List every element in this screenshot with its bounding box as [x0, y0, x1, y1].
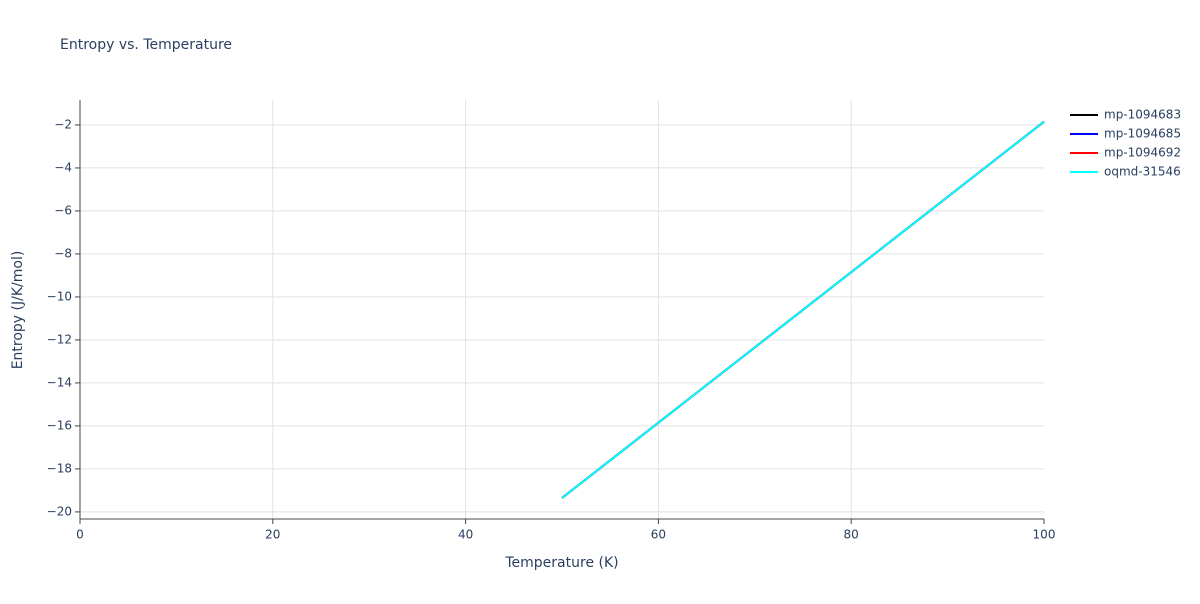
- x-tick-label: 0: [76, 528, 84, 542]
- legend-label: mp-1094683: [1104, 108, 1181, 122]
- y-axis-label: Entropy (J/K/mol): [10, 251, 26, 370]
- x-tick-label: 80: [844, 528, 859, 542]
- y-tick-label: −2: [54, 117, 72, 131]
- y-tick-label: −18: [47, 461, 72, 475]
- x-tick-label: 60: [651, 528, 666, 542]
- y-tick-label: −10: [47, 289, 72, 303]
- legend-label: oqmd-31546: [1104, 165, 1181, 179]
- legend-label: mp-1094685: [1104, 127, 1181, 141]
- y-tick-label: −4: [54, 160, 72, 174]
- x-tick-label: 40: [458, 528, 473, 542]
- y-tick-label: −20: [47, 504, 72, 518]
- legend-label: mp-1094692: [1104, 146, 1181, 160]
- x-tick-label: 100: [1033, 528, 1056, 542]
- y-tick-label: −12: [47, 332, 72, 346]
- y-tick-label: −14: [47, 375, 72, 389]
- y-tick-label: −6: [54, 203, 72, 217]
- x-axis-label: Temperature (K): [504, 555, 618, 571]
- x-tick-label: 20: [265, 528, 280, 542]
- y-tick-label: −16: [47, 418, 72, 432]
- y-tick-label: −8: [54, 246, 72, 260]
- chart-title: Entropy vs. Temperature: [60, 37, 232, 53]
- series-line: [561, 120, 1045, 499]
